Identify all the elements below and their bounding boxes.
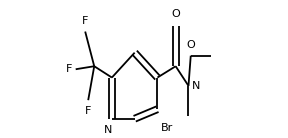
Text: N: N	[104, 125, 112, 135]
Text: O: O	[186, 40, 195, 50]
Text: F: F	[85, 106, 91, 116]
Text: N: N	[192, 81, 200, 91]
Text: Br: Br	[161, 123, 173, 133]
Text: F: F	[82, 15, 88, 26]
Text: F: F	[66, 64, 73, 74]
Text: O: O	[171, 10, 180, 19]
